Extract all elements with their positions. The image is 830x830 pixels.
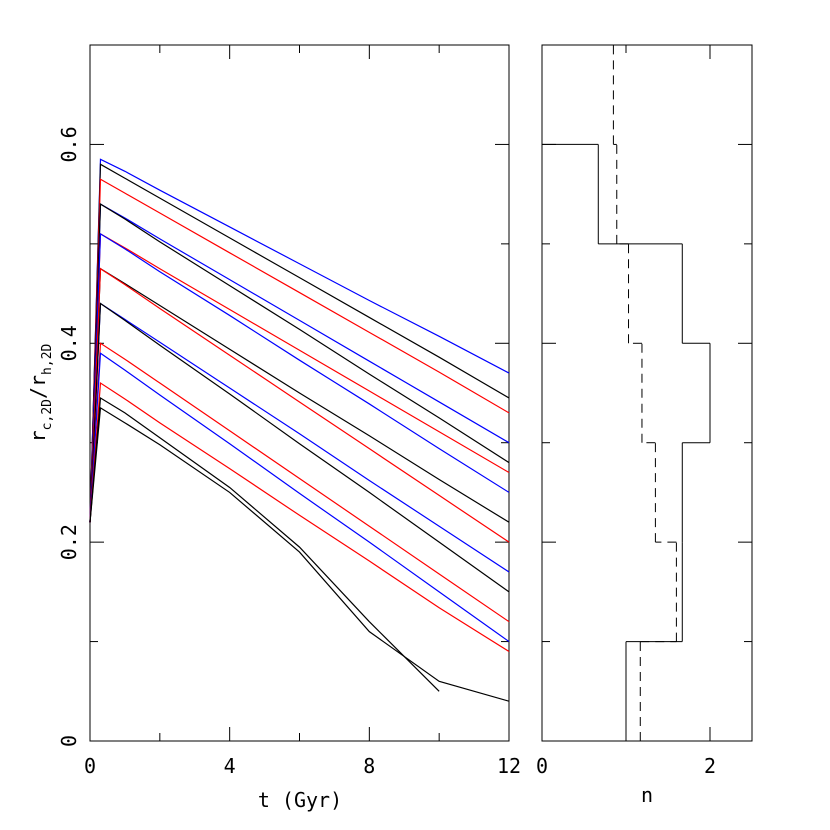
series-line xyxy=(89,203,510,523)
x-tick-label: 2 xyxy=(704,754,716,778)
series-line xyxy=(89,352,510,643)
series-line xyxy=(89,406,510,702)
y-axis-label: rc,2D/rh,2D xyxy=(26,343,55,442)
x-tick-label: 12 xyxy=(497,754,521,778)
series-line xyxy=(89,232,510,523)
series-line xyxy=(89,178,510,523)
x-axis-label: t (Gyr) xyxy=(258,788,342,812)
x-tick-label: 0 xyxy=(84,754,96,778)
y-label-part: r xyxy=(26,430,50,442)
right-frame xyxy=(541,44,753,742)
series-line xyxy=(89,158,510,523)
x-tick-label: 8 xyxy=(363,754,375,778)
y-label-part: /r xyxy=(26,375,50,399)
series-line xyxy=(89,382,510,653)
series-line xyxy=(89,267,510,543)
series-line xyxy=(89,302,510,573)
series-line xyxy=(89,342,510,623)
series-line xyxy=(89,396,440,692)
x-axis-label: n xyxy=(641,783,653,807)
series-line xyxy=(89,163,510,523)
y-tick-label: 0 xyxy=(57,735,81,747)
series-line xyxy=(89,267,510,523)
series-line xyxy=(89,203,510,523)
y-label-sub: h,2D xyxy=(40,343,55,374)
y-tick-label: 0.4 xyxy=(57,325,81,361)
x-tick-label: 4 xyxy=(224,754,236,778)
series-line xyxy=(89,302,510,593)
y-label-sub: c,2D xyxy=(40,399,55,430)
y-tick-label: 0.6 xyxy=(57,126,81,162)
y-tick-label: 0.2 xyxy=(57,524,81,560)
x-tick-label: 0 xyxy=(536,754,548,778)
